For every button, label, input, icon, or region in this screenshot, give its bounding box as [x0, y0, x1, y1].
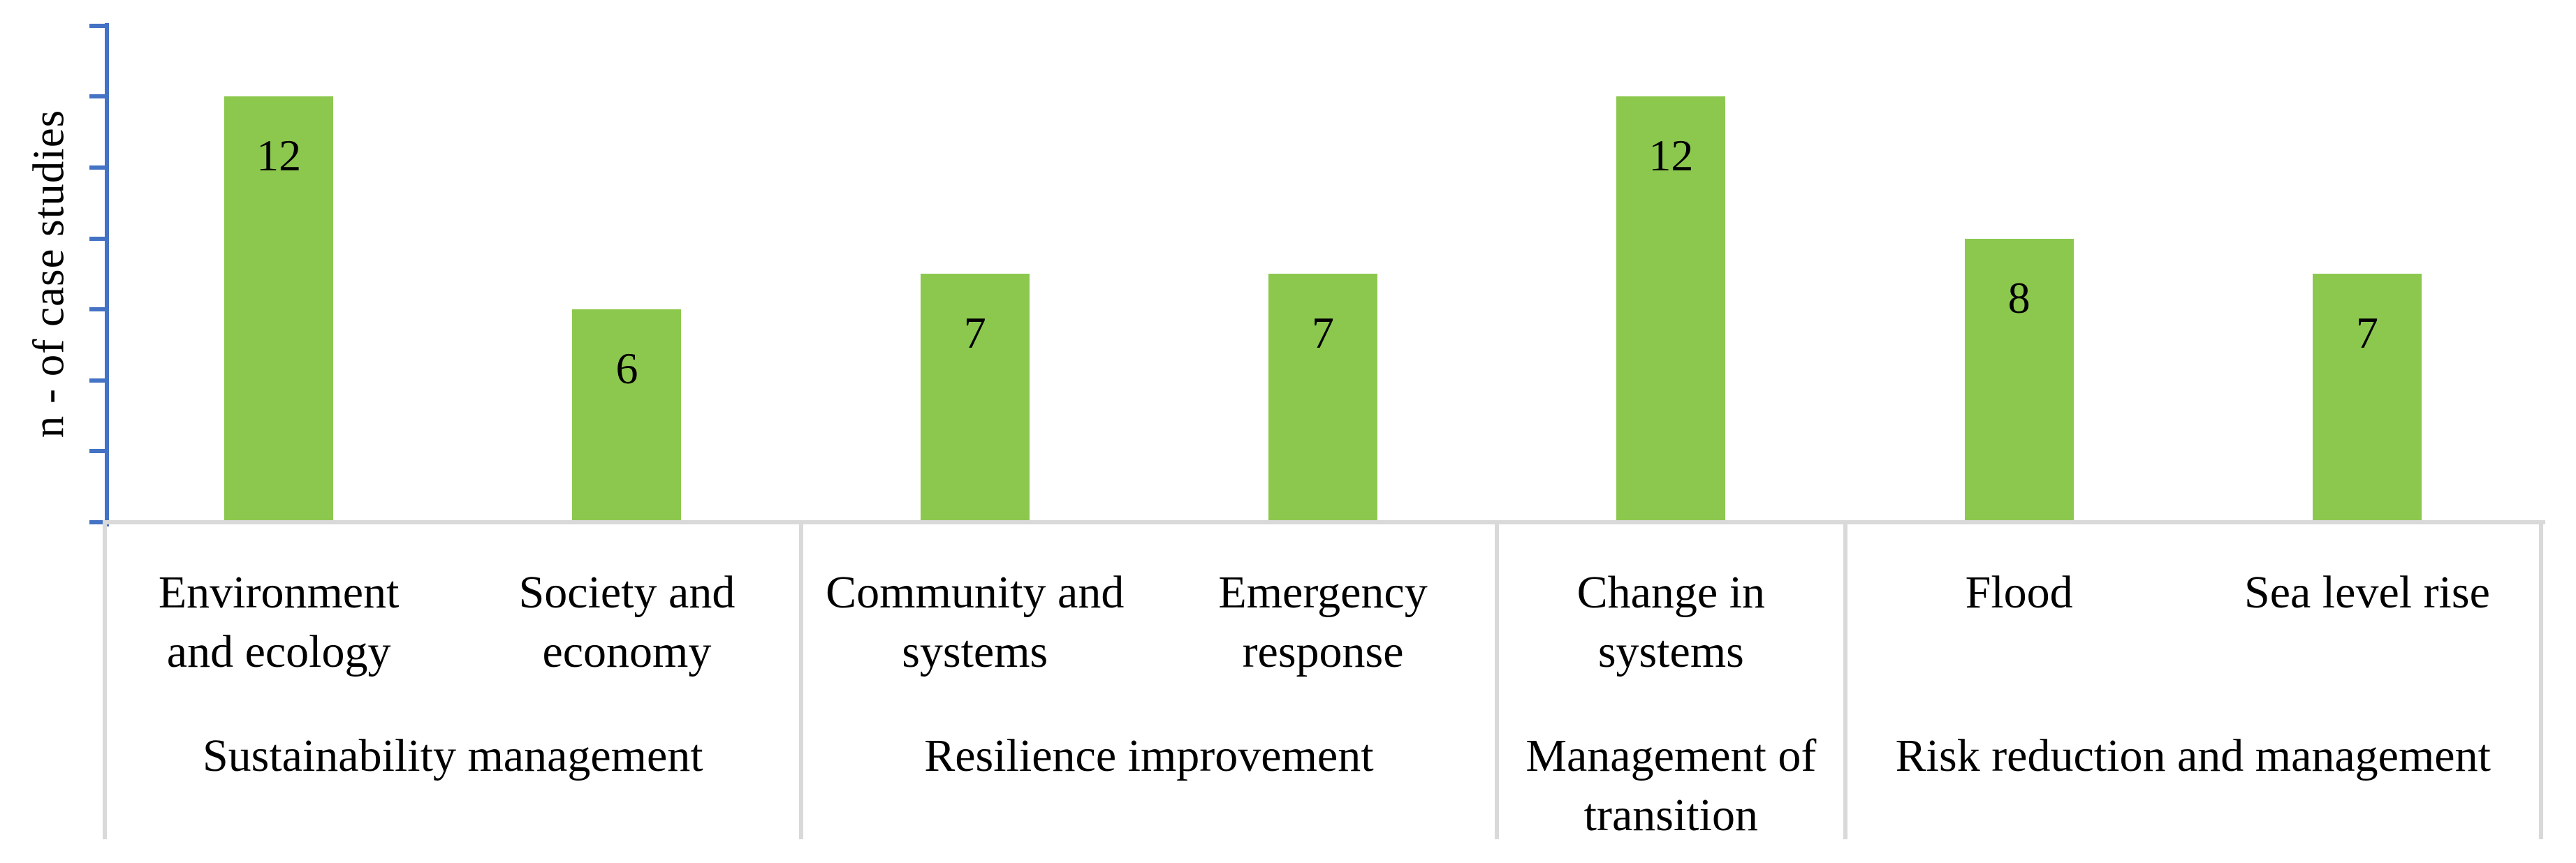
- y-axis-tick: [89, 449, 105, 454]
- category-label-line: Sea level rise: [2244, 567, 2490, 618]
- bar-value-label: 7: [2355, 308, 2378, 358]
- bar-value-label: 12: [256, 131, 302, 181]
- category-label: Emergency response: [1149, 563, 1497, 688]
- bar: 7: [920, 274, 1030, 522]
- y-axis-tick: [89, 307, 105, 312]
- group-label: Sustainability management: [105, 726, 801, 852]
- group-label: Resilience improvement: [801, 726, 1498, 852]
- category-label: Environment and ecology: [105, 563, 453, 688]
- category-label: Change in systems: [1497, 563, 1845, 688]
- group-label-line: Sustainability management: [202, 730, 703, 781]
- bar-value-label: 7: [1312, 308, 1335, 358]
- bar-value-label: 8: [2007, 272, 2030, 323]
- category-label-line: response: [1242, 626, 1404, 677]
- bar-value-label: 12: [1648, 131, 1694, 181]
- group-divider: [798, 520, 803, 839]
- x-axis-baseline: [105, 520, 2545, 524]
- bar: 12: [1616, 96, 1726, 522]
- y-axis-line: [105, 23, 109, 526]
- category-label-line: Environment: [158, 567, 400, 618]
- category-label: Sea level rise: [2193, 563, 2541, 688]
- category-label: Flood: [1845, 563, 2193, 688]
- bar: 7: [2312, 274, 2422, 522]
- y-axis-tick: [89, 236, 105, 241]
- bar: 8: [1964, 238, 2074, 522]
- group-divider: [2539, 520, 2544, 839]
- category-label-line: Community and: [826, 567, 1125, 618]
- group-divider: [103, 520, 107, 839]
- group-label-line: Risk reduction and management: [1895, 730, 2491, 781]
- y-axis-tick: [89, 520, 105, 524]
- group-divider: [1495, 520, 1500, 839]
- y-axis-tick: [89, 378, 105, 383]
- group-label-line: Resilience improvement: [924, 730, 1374, 781]
- bar-value-label: 7: [963, 308, 986, 358]
- bar: 6: [572, 309, 682, 522]
- category-label-line: Flood: [1965, 567, 2073, 618]
- category-label: Community and systems: [801, 563, 1149, 688]
- y-axis-tick: [89, 94, 105, 99]
- bar: 7: [1268, 274, 1378, 522]
- category-label: Society and economy: [453, 563, 800, 688]
- category-label-line: and ecology: [166, 626, 391, 677]
- y-axis-tick: [89, 23, 105, 28]
- category-label-line: Change in: [1576, 567, 1766, 618]
- category-label-line: economy: [542, 626, 712, 677]
- bar: 12: [224, 96, 334, 522]
- group-label-line: Management of: [1525, 730, 1817, 781]
- group-divider: [1843, 520, 1847, 839]
- category-label-line: Society and: [518, 567, 736, 618]
- y-axis-tick: [89, 165, 105, 170]
- y-axis-title: n - of case studies: [24, 109, 73, 438]
- group-label: Management of transition: [1497, 726, 1845, 852]
- group-label: Risk reduction and management: [1845, 726, 2542, 852]
- category-label-line: systems: [1597, 626, 1744, 677]
- category-label-line: systems: [902, 626, 1048, 677]
- group-label-line: transition: [1583, 790, 1758, 841]
- bar-value-label: 6: [615, 344, 638, 394]
- category-label-line: Emergency: [1218, 567, 1428, 618]
